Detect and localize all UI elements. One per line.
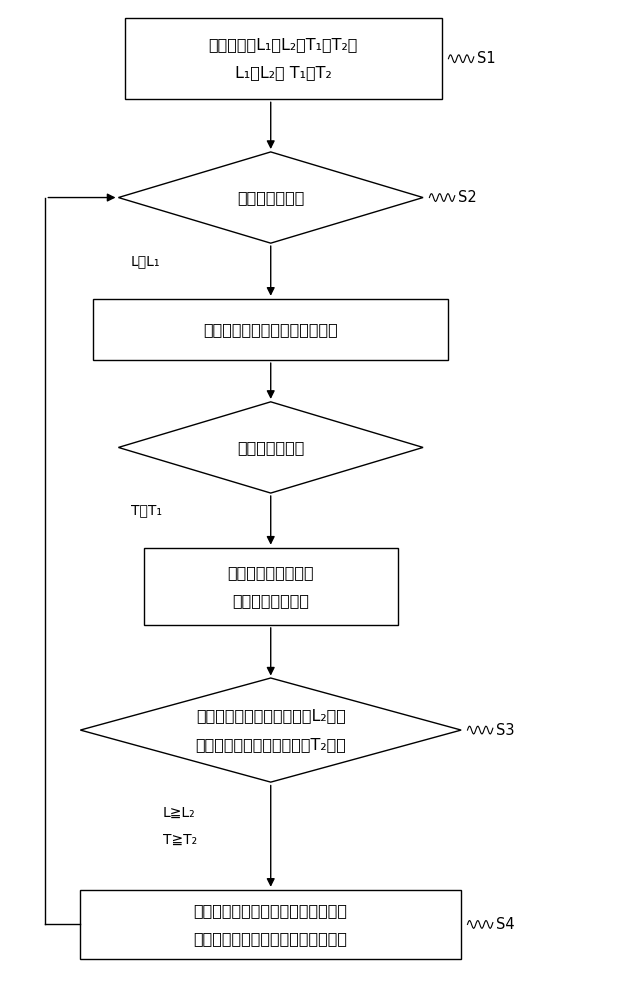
Polygon shape [80, 678, 461, 782]
Text: 检测温度并与第二预设温度T₂比较: 检测温度并与第二预设温度T₂比较 [195, 737, 346, 752]
Bar [144, 548, 397, 625]
Polygon shape [118, 402, 423, 493]
Text: L＜L₁: L＜L₁ [131, 254, 161, 268]
Text: 开启所述回油装置的进液口进液: 开启所述回油装置的进液口进液 [203, 322, 338, 337]
Text: T＜T₁: T＜T₁ [131, 503, 162, 517]
Text: 检测并比较温度: 检测并比较温度 [237, 440, 304, 455]
Text: 开启所述回油装置的回油口进行回油: 开启所述回油装置的回油口进行回油 [194, 931, 348, 946]
Text: 装置的回气口开启: 装置的回气口开启 [232, 593, 309, 608]
Text: S2: S2 [458, 190, 476, 205]
Bar [125, 18, 442, 99]
Text: 加热并保持所述回油: 加热并保持所述回油 [228, 565, 314, 580]
Text: S1: S1 [477, 51, 496, 66]
Bar [80, 890, 461, 959]
Text: 保持所述进液口与所述回气口关闭，: 保持所述进液口与所述回气口关闭， [194, 903, 348, 918]
Polygon shape [118, 152, 423, 243]
Text: L≧L₂: L≧L₂ [163, 805, 195, 819]
Text: L₁＜L₂， T₁＜T₂: L₁＜L₂， T₁＜T₂ [235, 65, 332, 80]
Text: T≧T₂: T≧T₂ [163, 833, 197, 847]
Bar [93, 299, 448, 360]
Text: 设定预设値L₁、L₂、T₁和T₂，: 设定预设値L₁、L₂、T₁和T₂， [209, 37, 358, 52]
Text: S3: S3 [496, 723, 514, 738]
Text: S4: S4 [496, 917, 514, 932]
Text: 检测液位并与第二预设液位L₂比较: 检测液位并与第二预设液位L₂比较 [195, 708, 346, 723]
Text: 检测并比较液位: 检测并比较液位 [237, 190, 304, 205]
